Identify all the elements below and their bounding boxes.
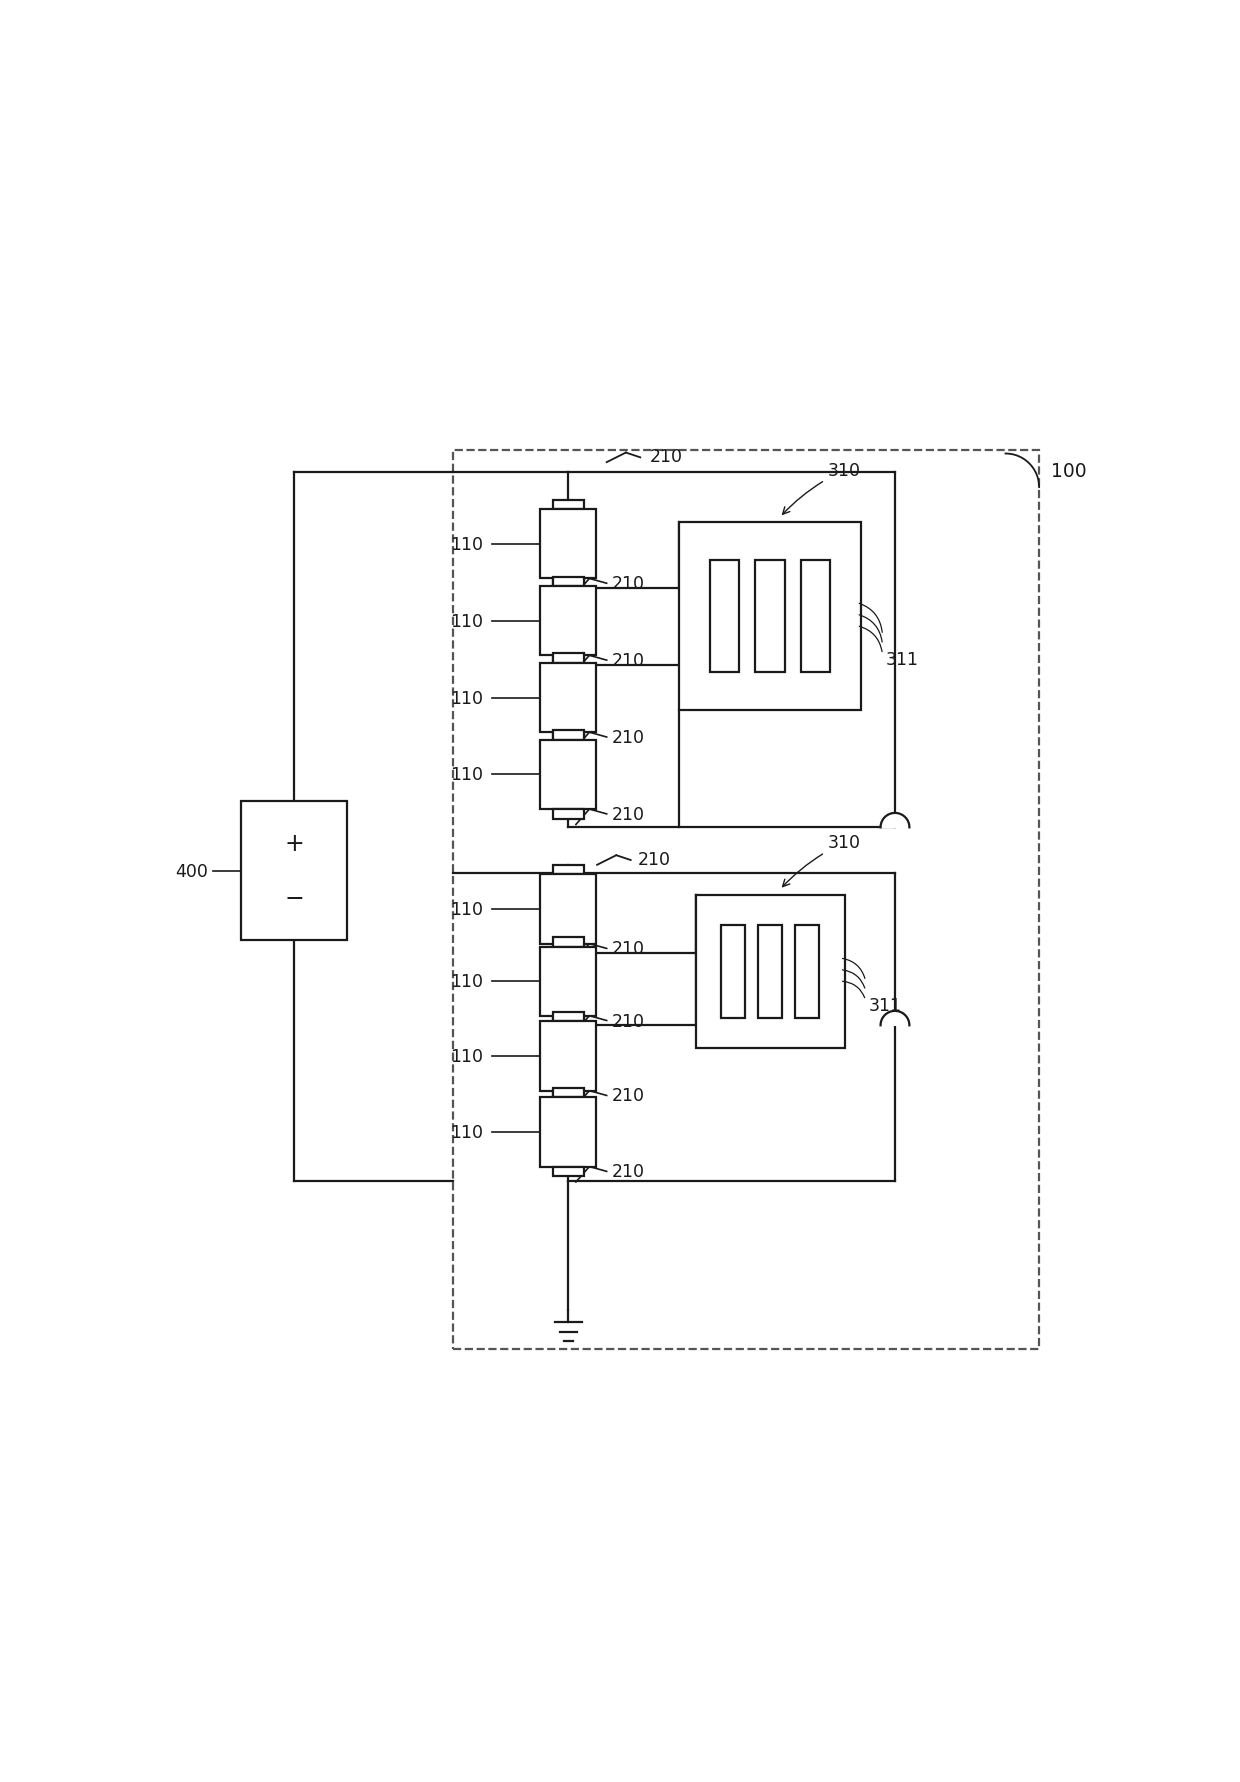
Bar [553, 654, 584, 663]
Bar [553, 732, 584, 743]
Text: 110: 110 [450, 766, 482, 784]
Polygon shape [880, 813, 909, 829]
Bar [720, 927, 745, 1018]
Bar [553, 731, 584, 741]
Bar [553, 937, 584, 946]
Text: 110: 110 [450, 900, 482, 918]
Text: +: + [284, 830, 304, 855]
Bar [553, 1016, 584, 1026]
Bar [541, 510, 596, 579]
Bar [553, 1091, 584, 1101]
Bar [553, 809, 584, 820]
Text: 110: 110 [450, 690, 482, 707]
Bar [541, 1021, 596, 1091]
Bar [553, 1089, 584, 1098]
Bar [541, 663, 596, 732]
Text: 210: 210 [650, 447, 683, 467]
Bar [541, 741, 596, 809]
Text: 210: 210 [611, 939, 645, 959]
Text: 210: 210 [611, 805, 645, 823]
Bar [541, 586, 596, 656]
Text: 210: 210 [611, 1162, 645, 1181]
Bar [553, 944, 584, 953]
Text: 100: 100 [1050, 462, 1086, 481]
Bar [795, 927, 820, 1018]
Text: 210: 210 [611, 1087, 645, 1105]
Polygon shape [880, 1012, 909, 1026]
Text: 110: 110 [450, 973, 482, 991]
Bar [801, 560, 831, 674]
Text: 210: 210 [611, 729, 645, 747]
Text: 311: 311 [868, 996, 901, 1014]
Bar [678, 522, 862, 711]
Text: 311: 311 [885, 650, 919, 668]
Text: 210: 210 [611, 1012, 645, 1030]
Bar [541, 1098, 596, 1167]
Bar [553, 501, 584, 510]
Bar [553, 866, 584, 875]
Bar [553, 1167, 584, 1176]
Bar [709, 560, 739, 674]
Text: 310: 310 [782, 462, 861, 515]
Text: 210: 210 [637, 850, 671, 868]
Bar [755, 560, 785, 674]
Text: 400: 400 [175, 862, 208, 880]
Text: 110: 110 [450, 536, 482, 554]
Bar [553, 656, 584, 665]
Bar [541, 946, 596, 1016]
Bar [696, 895, 844, 1050]
Text: 110: 110 [450, 1048, 482, 1066]
Bar [758, 927, 782, 1018]
Text: 110: 110 [450, 613, 482, 631]
Bar [242, 802, 347, 941]
Bar [453, 451, 1039, 1349]
Bar [553, 577, 584, 586]
Text: 210: 210 [611, 576, 645, 593]
Bar [541, 875, 596, 944]
Text: 110: 110 [450, 1123, 482, 1140]
Bar [553, 1012, 584, 1021]
Text: 210: 210 [611, 652, 645, 670]
Text: 310: 310 [782, 834, 861, 887]
Bar [553, 579, 584, 588]
Text: −: − [284, 887, 304, 911]
